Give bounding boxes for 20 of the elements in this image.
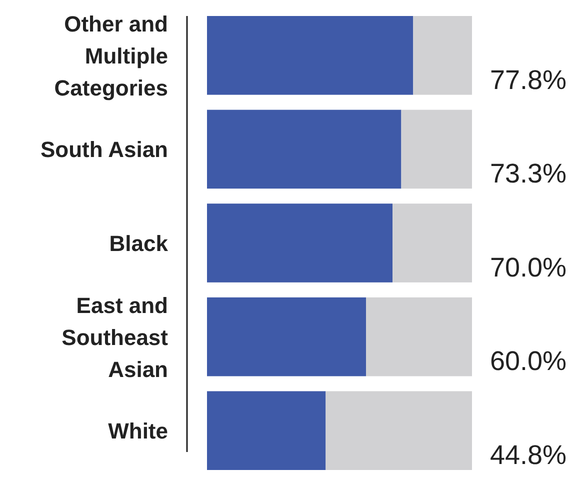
bar	[207, 16, 414, 95]
bar	[392, 204, 472, 282]
data-label: 44.8%	[490, 440, 567, 470]
data-label: 73.3%	[490, 158, 567, 189]
data-label: 60.0%	[490, 346, 567, 376]
y-tick-label: Other and Multiple Categories	[54, 10, 168, 100]
bar	[401, 110, 472, 189]
bar	[326, 391, 472, 470]
bar	[413, 16, 472, 95]
bar	[207, 110, 402, 189]
y-tick-label: Black	[109, 230, 169, 256]
y-tick-label: White	[108, 418, 168, 444]
bar	[207, 204, 392, 282]
bar	[207, 391, 326, 470]
y-tick-label: East and Southeast Asian	[62, 292, 169, 382]
bar	[207, 297, 366, 376]
data-label: 70.0%	[490, 252, 567, 282]
bar	[366, 297, 472, 376]
y-tick-label: South Asian	[40, 136, 168, 162]
data-label: 77.8%	[490, 64, 567, 95]
